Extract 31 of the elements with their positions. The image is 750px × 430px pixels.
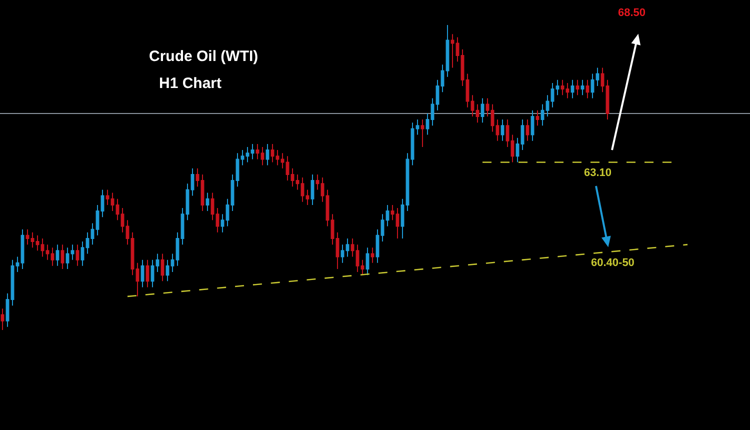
candlestick [146,259,150,288]
candlestick [0,308,4,330]
candlestick [100,189,104,218]
candlestick [16,256,20,273]
candlestick [50,247,54,266]
candlestick [120,207,124,233]
candlestick [140,259,144,288]
candlestick [136,262,140,297]
candlestick [70,244,74,260]
candlestick [130,232,134,276]
candlestick [10,259,14,306]
candlestick [80,241,84,266]
candlestick [86,232,90,254]
candlestick [126,220,130,246]
candlestick [150,259,154,288]
candlestick [110,192,114,212]
candlestick [106,189,110,206]
candlestick [90,222,94,246]
candlestick [66,247,70,270]
candlestick [20,228,24,270]
candlestick [116,198,120,221]
candlestick [96,204,100,236]
candlestick [26,228,30,246]
candlestick [40,238,44,258]
candlestick [76,244,80,266]
candlestick [60,244,64,270]
candlestick [46,244,50,260]
candlestick [36,234,40,252]
candlestick [6,292,10,328]
candlestick [30,232,34,248]
candlestick [56,244,60,266]
